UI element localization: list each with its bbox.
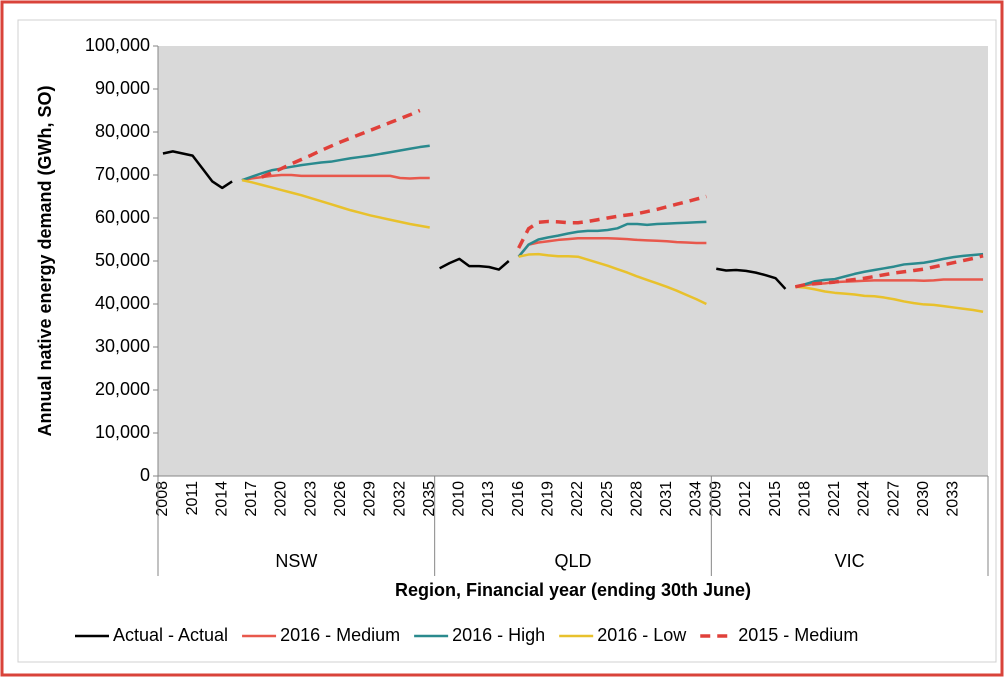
- legend-label: 2016 - High: [452, 625, 545, 645]
- series-line: [261, 108, 984, 289]
- y-tick-label: 80,000: [95, 121, 150, 141]
- y-tick-label: 20,000: [95, 379, 150, 399]
- x-tick-label: 2034: [688, 481, 705, 517]
- group-label: VIC: [835, 551, 865, 571]
- y-axis-title: Annual native energy demand (GWh, SO): [35, 85, 55, 436]
- legend-label: 2016 - Medium: [280, 625, 400, 645]
- x-tick-label: 2021: [826, 481, 843, 517]
- group-label: QLD: [554, 551, 591, 571]
- y-tick-label: 30,000: [95, 336, 150, 356]
- x-tick-label: 2028: [628, 481, 645, 517]
- x-tick-label: 2010: [451, 481, 468, 517]
- x-tick-label: 2020: [273, 481, 290, 517]
- x-tick-label: 2016: [510, 481, 527, 517]
- x-tick-label: 2025: [599, 481, 616, 517]
- x-tick-label: 2029: [362, 481, 379, 517]
- x-tick-label: 2022: [569, 481, 586, 517]
- y-tick-label: 100,000: [85, 35, 150, 55]
- series-line: [241, 144, 984, 289]
- x-tick-label: 2015: [767, 481, 784, 517]
- x-tick-label: 2030: [915, 481, 932, 517]
- x-tick-label: 2026: [332, 481, 349, 517]
- x-tick-label: 2009: [707, 481, 724, 517]
- x-tick-label: 2019: [540, 481, 557, 517]
- series-line: [241, 178, 984, 313]
- group-label: NSW: [275, 551, 317, 571]
- x-tick-label: 2024: [856, 481, 873, 517]
- x-tick-label: 2011: [184, 481, 201, 516]
- x-tick-label: 2033: [945, 481, 962, 517]
- y-tick-label: 90,000: [95, 78, 150, 98]
- x-tick-label: 2017: [243, 481, 260, 517]
- x-tick-label: 2012: [737, 481, 754, 517]
- x-tick-label: 2031: [658, 481, 675, 517]
- y-tick-label: 0: [140, 465, 150, 485]
- y-tick-label: 70,000: [95, 164, 150, 184]
- legend-label: 2016 - Low: [597, 625, 687, 645]
- x-tick-label: 2032: [391, 481, 408, 517]
- y-tick-label: 50,000: [95, 250, 150, 270]
- x-tick-label: 2014: [213, 481, 230, 517]
- y-tick-label: 60,000: [95, 207, 150, 227]
- series-line: [162, 150, 787, 290]
- plot-area: [158, 46, 988, 476]
- x-tick-label: 2027: [885, 481, 902, 517]
- x-tick-label: 2018: [796, 481, 813, 517]
- legend-label: 2015 - Medium: [738, 625, 858, 645]
- legend-label: Actual - Actual: [113, 625, 228, 645]
- x-tick-label: 2023: [302, 481, 319, 517]
- x-tick-label: 2013: [480, 481, 497, 517]
- x-tick-label: 2035: [421, 481, 438, 517]
- y-tick-label: 40,000: [95, 293, 150, 313]
- x-axis-title: Region, Financial year (ending 30th June…: [395, 580, 751, 600]
- y-tick-label: 10,000: [95, 422, 150, 442]
- series-line: [241, 173, 984, 289]
- x-tick-label: 2008: [154, 481, 171, 517]
